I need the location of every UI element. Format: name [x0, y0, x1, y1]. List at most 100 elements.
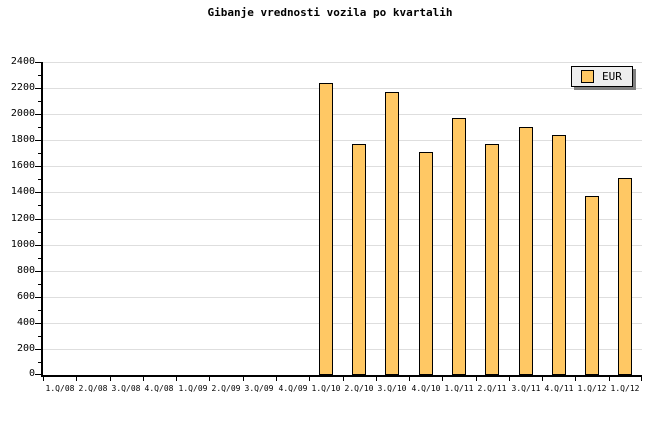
y-axis-tick-label: 400: [16, 317, 35, 328]
x-axis-tick: [43, 377, 44, 381]
x-axis-tick: [110, 377, 111, 381]
bar-1.Q/12: [585, 196, 599, 375]
x-axis-tick-label: 1.Q/08: [45, 384, 75, 393]
y-axis-minor-tick: [38, 205, 41, 206]
y-axis-tick-label: 1800: [10, 134, 35, 145]
x-axis-tick-label: 4.Q/08: [144, 384, 174, 393]
x-axis-tick: [409, 377, 410, 381]
y-axis-minor-tick: [38, 362, 41, 363]
y-axis-major-tick: [35, 140, 41, 141]
x-axis-tick: [442, 377, 443, 381]
bar-1.Q/11: [452, 118, 466, 375]
y-axis-minor-tick: [38, 153, 41, 154]
bar-2.Q/10: [352, 144, 366, 375]
x-axis-tick-label: 1.Q/09: [178, 384, 208, 393]
x-axis-tick-label: 2.Q/11: [477, 384, 507, 393]
x-axis-tick: [209, 377, 210, 381]
bar-4.Q/10: [419, 152, 433, 375]
x-axis-tick-label: 3.Q/09: [244, 384, 274, 393]
plot-area: EUR 0 200 400 600 800 1000 1200 1400 1600 1800 200…: [11, 56, 642, 393]
gridline: [43, 323, 642, 324]
legend: EUR: [571, 66, 633, 87]
y-axis-tick-label: 2200: [10, 82, 35, 93]
gridline: [43, 245, 642, 246]
y-axis-minor-tick: [38, 258, 41, 259]
y-axis-minor-tick: [38, 232, 41, 233]
x-axis-tick: [143, 377, 144, 381]
y-axis-tick-label: 1200: [10, 213, 35, 224]
y-axis-minor-tick: [38, 179, 41, 180]
gridline: [43, 349, 642, 350]
y-axis-major-tick: [35, 114, 41, 115]
bar-1.Q/12: [618, 178, 632, 375]
y-axis-major-tick: [35, 62, 41, 63]
x-axis-tick: [343, 377, 344, 381]
y-axis-tick-label: 1600: [10, 160, 35, 171]
y-axis-tick-label: 1400: [10, 186, 35, 197]
gridline: [43, 114, 642, 115]
y-axis-major-tick: [35, 349, 41, 350]
y-axis-minor-tick: [38, 101, 41, 102]
x-axis-tick: [575, 377, 576, 381]
x-axis-tick: [542, 377, 543, 381]
x-axis-tick-label: 1.Q/12: [610, 384, 640, 393]
x-axis-tick-label: 1.Q/12: [577, 384, 607, 393]
gridline: [43, 166, 642, 167]
x-axis-tick: [476, 377, 477, 381]
bar-3.Q/11: [519, 127, 533, 375]
y-axis-minor-tick: [38, 127, 41, 128]
x-axis-tick: [509, 377, 510, 381]
y-axis-tick-label: 600: [16, 291, 35, 302]
y-axis-tick-label: 200: [16, 343, 35, 354]
x-axis-tick-label: 4.Q/09: [278, 384, 308, 393]
bar-4.Q/11: [552, 135, 566, 375]
y-axis-tick-label: 2000: [10, 108, 35, 119]
bar-3.Q/10: [385, 92, 399, 375]
legend-label: EUR: [602, 70, 622, 83]
y-axis-major-tick: [35, 192, 41, 193]
chart-title: Gibanje vrednosti vozila po kvartalih: [207, 6, 453, 19]
y-axis-major-tick: [35, 271, 41, 272]
bar-1.Q/10: [319, 83, 333, 375]
y-axis-major-tick: [35, 166, 41, 167]
x-axis-tick: [243, 377, 244, 381]
x-axis-tick-label: 2.Q/10: [344, 384, 374, 393]
x-axis-tick: [641, 377, 642, 381]
x-axis-tick-label: 1.Q/10: [311, 384, 341, 393]
y-axis-tick-label: 1000: [10, 239, 35, 250]
x-axis-tick-label: 4.Q/10: [411, 384, 441, 393]
x-axis-tick: [376, 377, 377, 381]
gridline: [43, 88, 642, 89]
y-axis-minor-tick: [38, 284, 41, 285]
gridline: [43, 140, 642, 141]
x-axis-tick-label: 2.Q/08: [78, 384, 108, 393]
bar-2.Q/11: [485, 144, 499, 375]
y-axis-major-tick: [35, 297, 41, 298]
gridline: [43, 62, 642, 63]
y-axis-tick-label: 2400: [10, 56, 35, 67]
x-axis-tick-label: 3.Q/08: [111, 384, 141, 393]
gridline: [43, 219, 642, 220]
y-axis-minor-tick: [38, 75, 41, 76]
y-axis-major-tick: [35, 245, 41, 246]
y-axis-minor-tick: [38, 336, 41, 337]
y-axis-major-tick: [35, 88, 41, 89]
x-axis-tick: [309, 377, 310, 381]
gridline: [43, 271, 642, 272]
y-axis-major-tick: [35, 323, 41, 324]
y-axis-tick-label: 0: [28, 368, 35, 379]
x-axis-tick: [176, 377, 177, 381]
x-axis-tick-label: 4.Q/11: [544, 384, 574, 393]
x-axis-tick-label: 3.Q/10: [377, 384, 407, 393]
x-axis-tick: [276, 377, 277, 381]
x-axis-tick-label: 2.Q/09: [211, 384, 241, 393]
y-axis-minor-tick: [38, 310, 41, 311]
x-axis-tick-label: 1.Q/11: [444, 384, 474, 393]
y-axis-major-tick: [35, 374, 41, 375]
gridline: [43, 192, 642, 193]
y-axis-tick-label: 800: [16, 265, 35, 276]
x-axis-tick: [76, 377, 77, 381]
x-axis-tick: [609, 377, 610, 381]
gridline: [43, 297, 642, 298]
